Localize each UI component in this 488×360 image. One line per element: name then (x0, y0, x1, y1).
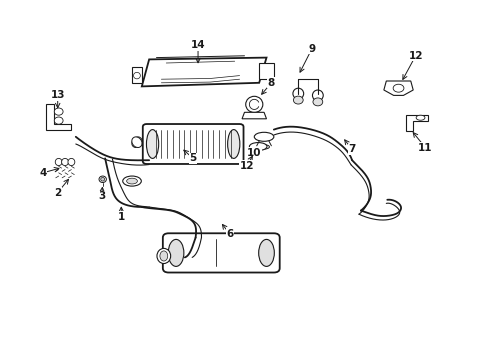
Ellipse shape (132, 137, 142, 148)
Ellipse shape (61, 158, 68, 166)
Text: 3: 3 (98, 191, 105, 201)
Ellipse shape (168, 239, 183, 266)
Ellipse shape (146, 130, 158, 158)
Text: 10: 10 (246, 148, 261, 158)
Polygon shape (242, 112, 266, 119)
Text: 12: 12 (407, 51, 422, 61)
Ellipse shape (227, 130, 239, 158)
Ellipse shape (258, 239, 274, 266)
Text: 9: 9 (308, 44, 315, 54)
Text: 1: 1 (118, 212, 124, 222)
Ellipse shape (392, 84, 403, 92)
Ellipse shape (293, 96, 303, 104)
Polygon shape (132, 67, 142, 83)
Text: 2: 2 (54, 188, 61, 198)
Ellipse shape (68, 158, 75, 166)
Polygon shape (259, 63, 273, 79)
Polygon shape (142, 58, 266, 86)
Polygon shape (383, 81, 412, 95)
Ellipse shape (157, 248, 170, 264)
Ellipse shape (55, 158, 62, 166)
Ellipse shape (258, 145, 269, 149)
Ellipse shape (312, 98, 322, 106)
Ellipse shape (312, 90, 323, 101)
Ellipse shape (245, 96, 263, 112)
Text: 11: 11 (417, 143, 432, 153)
Text: 14: 14 (190, 40, 205, 50)
Ellipse shape (160, 251, 167, 261)
Text: 7: 7 (347, 144, 355, 154)
Ellipse shape (54, 108, 63, 115)
Ellipse shape (101, 177, 104, 181)
Ellipse shape (249, 143, 266, 150)
FancyBboxPatch shape (163, 233, 279, 273)
Ellipse shape (132, 137, 142, 148)
Ellipse shape (54, 117, 63, 124)
Text: 4: 4 (39, 168, 47, 178)
FancyBboxPatch shape (142, 124, 243, 164)
Ellipse shape (99, 176, 106, 183)
Ellipse shape (122, 176, 141, 186)
Ellipse shape (415, 115, 424, 120)
Text: 8: 8 (267, 78, 274, 88)
Polygon shape (151, 59, 261, 83)
Text: 13: 13 (50, 90, 65, 100)
Text: 6: 6 (226, 229, 233, 239)
Text: 12: 12 (239, 161, 254, 171)
Polygon shape (405, 115, 427, 131)
Ellipse shape (292, 88, 303, 99)
Text: 5: 5 (189, 153, 196, 163)
Polygon shape (46, 104, 71, 130)
Ellipse shape (133, 72, 140, 79)
Ellipse shape (126, 178, 137, 184)
Ellipse shape (254, 132, 273, 141)
